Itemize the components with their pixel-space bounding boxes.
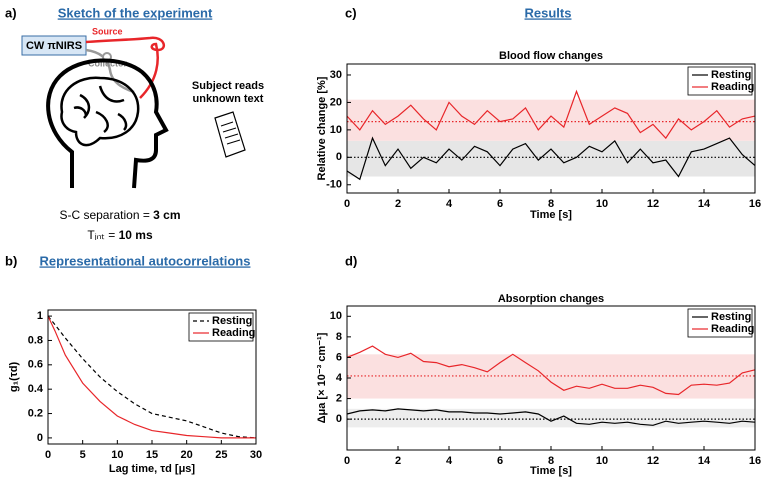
paper-lines xyxy=(220,121,241,145)
x-axis-label: Time [s] xyxy=(530,465,572,477)
device-box xyxy=(21,35,87,56)
integration-text: Tᵢₙₜ = 10 ms xyxy=(87,228,153,242)
y-tick-label: 0 xyxy=(37,432,43,444)
legend-box xyxy=(687,308,753,338)
legend-label: Reading xyxy=(212,327,255,339)
x-tick-label: 0 xyxy=(344,455,350,467)
integration-value: 10 ms xyxy=(119,228,153,242)
y-tick-label: 1 xyxy=(37,310,43,322)
series-line xyxy=(47,315,257,439)
y-axis-label: Δμa [× 10⁻³ cm⁻¹] xyxy=(316,332,328,423)
panel-label: c) xyxy=(345,5,357,20)
panel-heading: Representational autocorrelations xyxy=(40,253,251,268)
head-outline xyxy=(46,58,169,189)
chart-title: Absorption changes xyxy=(498,293,604,305)
paper-icon xyxy=(214,111,246,158)
y-tick-label: 0.2 xyxy=(28,407,43,419)
x-tick-label: 4 xyxy=(446,198,453,210)
y-tick-label: 20 xyxy=(330,96,342,108)
y-tick-label: 0 xyxy=(336,413,342,425)
x-axis-label: Lag time, τd [μs] xyxy=(109,463,196,475)
integration-label: Tᵢₙₜ = xyxy=(87,228,118,242)
x-tick-label: 14 xyxy=(698,198,711,210)
y-tick-label: 4 xyxy=(336,372,343,384)
panel-heading: Results xyxy=(525,5,572,20)
y-tick-label: 0.4 xyxy=(28,383,44,395)
legend-label: Reading xyxy=(711,81,754,93)
y-tick-label: 30 xyxy=(330,69,342,81)
y-axis-label: Relative change [%] xyxy=(316,76,328,180)
x-tick-label: 5 xyxy=(80,449,86,461)
panel-label: d) xyxy=(345,253,357,268)
x-tick-label: 2 xyxy=(395,198,401,210)
band xyxy=(347,408,755,428)
legend-label: Resting xyxy=(711,311,751,323)
x-tick-label: 20 xyxy=(181,449,193,461)
x-tick-label: 10 xyxy=(111,449,123,461)
device-label: CW πNIRS xyxy=(26,40,82,52)
source-label: Source xyxy=(92,26,123,36)
x-tick-label: 16 xyxy=(749,198,761,210)
band xyxy=(347,140,755,177)
x-tick-label: 10 xyxy=(596,455,608,467)
x-axis-label: Time [s] xyxy=(530,209,572,221)
brain xyxy=(60,76,140,147)
x-tick-label: 14 xyxy=(698,455,711,467)
sketch-panel: a) Sketch of the experiment CW πNIRS Sou… xyxy=(5,5,264,242)
separation-label: S-C separation = xyxy=(59,208,153,222)
x-tick-label: 25 xyxy=(215,449,227,461)
x-tick-label: 6 xyxy=(497,198,503,210)
y-tick-label: 6 xyxy=(336,351,342,363)
series-line xyxy=(346,408,756,426)
panel-label: a) xyxy=(5,5,17,20)
x-tick-label: 2 xyxy=(395,455,401,467)
subject-note: Subject reads xyxy=(192,80,264,92)
x-tick-label: 0 xyxy=(45,449,51,461)
x-tick-label: 4 xyxy=(446,455,453,467)
x-tick-label: 8 xyxy=(548,198,554,210)
legend-label: Resting xyxy=(212,315,252,327)
band xyxy=(347,99,755,141)
x-tick-label: 6 xyxy=(497,455,503,467)
collector-label: Collector xyxy=(88,58,128,68)
legend-label: Reading xyxy=(711,323,754,335)
y-tick-label: 10 xyxy=(330,310,342,322)
series-line xyxy=(47,315,256,439)
series-line xyxy=(346,136,756,181)
x-tick-label: 10 xyxy=(596,198,608,210)
x-tick-label: 12 xyxy=(647,455,659,467)
legend-box xyxy=(188,312,254,342)
x-tick-label: 12 xyxy=(647,198,659,210)
x-tick-label: 30 xyxy=(250,449,262,461)
y-axis-label: g₁(τd) xyxy=(8,362,20,393)
legend-label: Resting xyxy=(711,69,751,81)
y-tick-label: 8 xyxy=(336,331,342,343)
y-tick-label: 0 xyxy=(336,151,342,163)
y-tick-label: 0.8 xyxy=(28,334,43,346)
separation-value: 3 cm xyxy=(153,208,180,222)
chart-title: Blood flow changes xyxy=(499,50,603,62)
y-tick-label: -10 xyxy=(326,179,342,191)
panel-label: b) xyxy=(5,253,17,268)
y-tick-label: 2 xyxy=(336,392,342,404)
y-tick-label: 10 xyxy=(330,124,342,136)
series-line xyxy=(346,345,756,396)
series-line xyxy=(346,89,756,140)
x-tick-label: 15 xyxy=(146,449,158,461)
panel-heading: Sketch of the experiment xyxy=(58,5,213,20)
x-tick-label: 8 xyxy=(548,455,554,467)
legend-box xyxy=(687,66,753,96)
source-fiber xyxy=(85,36,166,99)
x-tick-label: 0 xyxy=(344,198,350,210)
y-tick-label: 0.6 xyxy=(28,359,43,371)
x-tick-label: 16 xyxy=(749,455,761,467)
separation-text: S-C separation = 3 cm xyxy=(59,208,180,222)
subject-note: unknown text xyxy=(193,93,264,105)
collector-fiber xyxy=(85,48,135,94)
